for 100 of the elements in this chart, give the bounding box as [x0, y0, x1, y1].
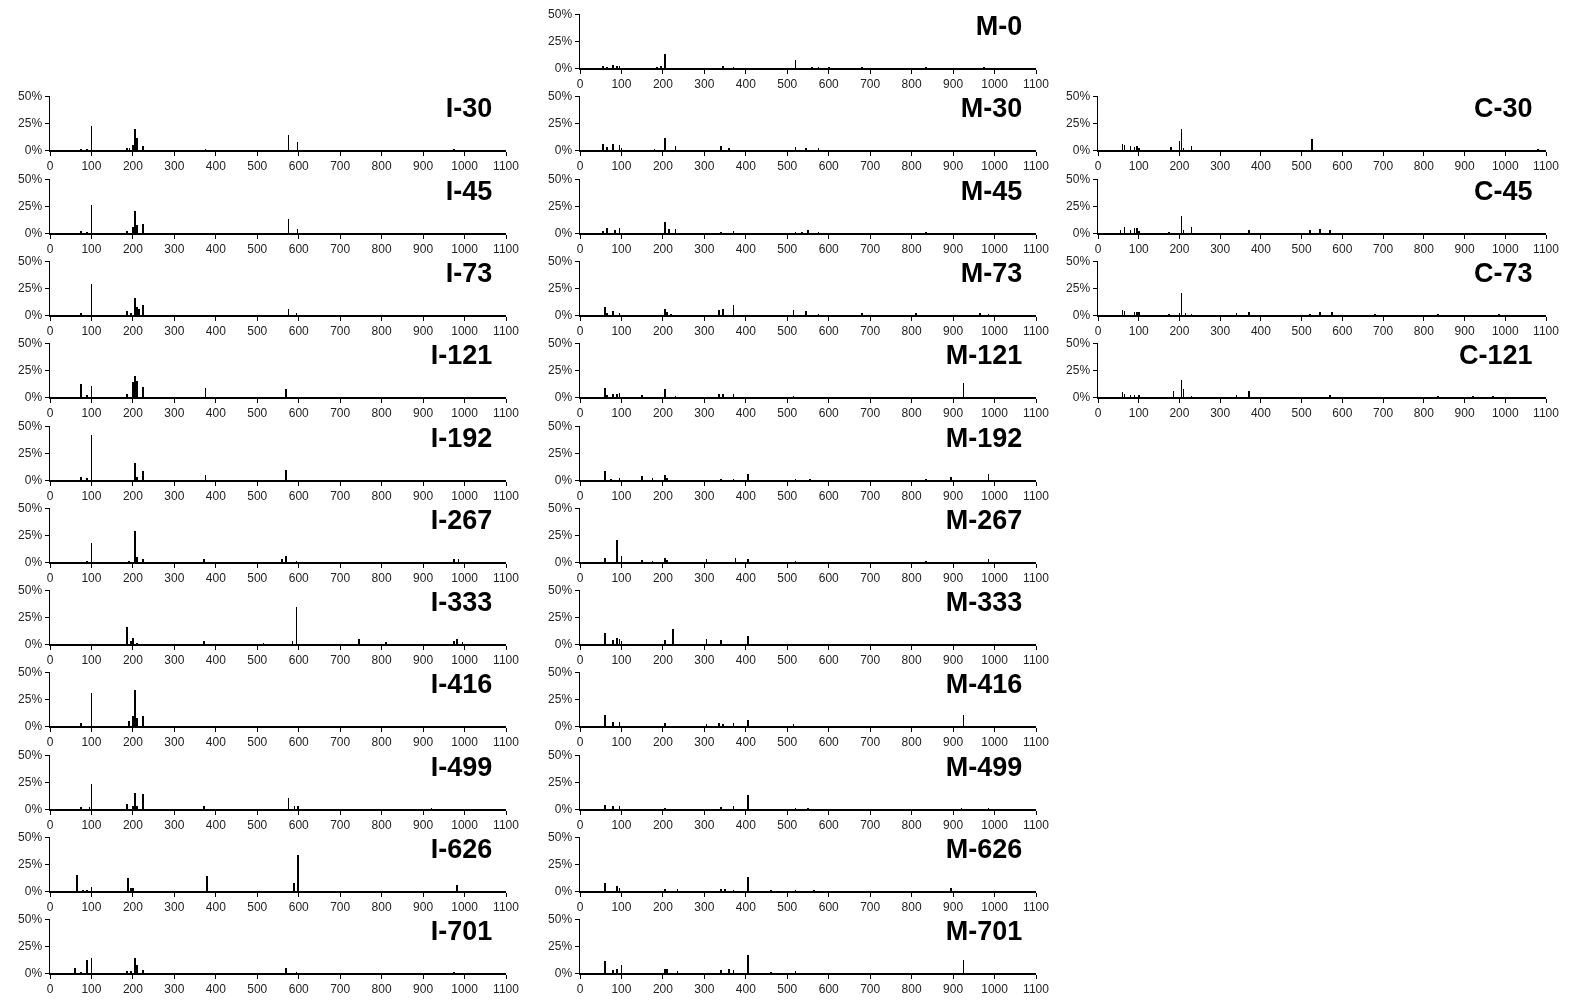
y-tick-label: 0% [24, 390, 43, 405]
chart-title: M-192 [945, 422, 1023, 453]
x-tick-label: 100 [611, 570, 632, 585]
x-tick-label: 400 [735, 735, 757, 750]
x-tick-label: 800 [901, 241, 922, 256]
x-tick-label: 700 [330, 652, 351, 667]
x-tick-label: 700 [1373, 159, 1394, 174]
x-tick-label: 1000 [981, 817, 1009, 832]
y-tick-label: 0% [24, 225, 43, 240]
x-tick-label: 600 [288, 735, 310, 750]
y-tick-label: 0% [24, 555, 43, 569]
x-tick-label: 0 [1094, 323, 1102, 338]
x-tick-label: 100 [611, 899, 632, 914]
x-tick-label: 300 [164, 735, 185, 750]
y-tick-label: 50% [548, 418, 573, 433]
x-tick-label: 700 [860, 323, 881, 338]
x-tick-label: 1100 [1023, 323, 1050, 338]
x-tick-label: 900 [943, 159, 964, 174]
x-tick-label: 600 [1332, 323, 1353, 338]
x-tick-label: 800 [371, 488, 392, 503]
x-tick-label: 200 [122, 570, 144, 585]
x-tick-label: 400 [735, 323, 757, 338]
x-tick-label: 500 [247, 488, 268, 503]
y-tick-label: 25% [1066, 281, 1091, 296]
x-tick-label: 800 [371, 982, 392, 997]
x-tick-label: 700 [330, 982, 351, 997]
x-tick-label: 400 [735, 76, 757, 91]
x-tick-label: 300 [694, 817, 715, 832]
x-tick-label: 800 [1413, 323, 1435, 338]
x-tick-label: 100 [1128, 406, 1150, 421]
x-tick-label: 100 [81, 570, 102, 585]
y-tick-label: 25% [548, 363, 573, 378]
chart-title: M-45 [960, 175, 1023, 206]
x-tick-label: 400 [205, 899, 227, 914]
x-tick-label: 700 [1373, 241, 1394, 256]
chart-title: I-192 [430, 422, 493, 453]
y-tick-label: 25% [18, 116, 43, 131]
x-tick-label: 600 [818, 982, 840, 997]
x-tick-label: 200 [122, 488, 144, 503]
chart-title: I-499 [430, 751, 493, 782]
x-tick-label: 400 [735, 488, 757, 503]
x-tick-label: 300 [1210, 323, 1231, 338]
x-tick-label: 800 [1413, 159, 1435, 174]
x-tick-label: 800 [371, 570, 392, 585]
x-tick-label: 400 [735, 982, 757, 997]
x-tick-label: 900 [413, 323, 434, 338]
x-tick-label: 0 [1094, 241, 1102, 256]
x-tick-label: 200 [652, 159, 674, 174]
x-tick-label: 1000 [981, 406, 1009, 421]
x-tick-label: 400 [735, 817, 757, 832]
x-tick-label: 200 [122, 323, 144, 338]
y-tick-label: 25% [548, 281, 573, 296]
x-tick-label: 300 [694, 488, 715, 503]
x-tick-label: 700 [330, 488, 351, 503]
x-tick-label: 600 [818, 323, 840, 338]
x-tick-label: 100 [611, 488, 632, 503]
y-tick-label: 50% [18, 254, 43, 269]
y-tick-label: 0% [24, 637, 43, 652]
x-tick-label: 1100 [493, 570, 520, 585]
x-tick-label: 500 [247, 159, 268, 174]
y-tick-label: 50% [548, 747, 573, 762]
x-tick-label: 100 [1128, 241, 1150, 256]
x-tick-label: 0 [576, 488, 584, 503]
x-tick-label: 900 [943, 323, 964, 338]
x-tick-label: 0 [46, 652, 54, 667]
x-tick-label: 200 [652, 817, 674, 832]
x-tick-label: 200 [1169, 159, 1190, 174]
x-tick-label: 0 [576, 323, 584, 338]
x-tick-label: 500 [247, 735, 268, 750]
x-tick-label: 1000 [981, 652, 1009, 667]
x-tick-label: 0 [46, 241, 54, 256]
y-tick-label: 25% [18, 281, 43, 296]
x-tick-label: 900 [1454, 241, 1475, 256]
x-tick-label: 300 [164, 159, 185, 174]
x-tick-label: 300 [164, 982, 185, 997]
y-tick-label: 50% [18, 665, 43, 680]
chart-title: C-121 [1459, 340, 1533, 371]
x-tick-label: 100 [611, 652, 632, 667]
x-tick-label: 800 [371, 241, 392, 256]
x-tick-label: 600 [288, 899, 310, 914]
x-tick-label: 600 [818, 652, 840, 667]
x-tick-label: 1000 [451, 899, 479, 914]
x-tick-label: 800 [371, 323, 392, 338]
x-tick-label: 200 [652, 982, 674, 997]
x-tick-label: 400 [735, 241, 757, 256]
x-tick-label: 900 [413, 982, 434, 997]
x-tick-label: 400 [205, 323, 227, 338]
y-tick-label: 25% [548, 528, 573, 542]
x-tick-label: 800 [901, 652, 922, 667]
y-tick-label: 25% [18, 610, 43, 625]
x-tick-label: 700 [860, 982, 881, 997]
y-tick-label: 0% [554, 555, 573, 569]
x-tick-label: 500 [777, 817, 798, 832]
chart-title: C-73 [1474, 257, 1533, 288]
chart-title: M-499 [945, 751, 1023, 782]
x-tick-label: 300 [164, 488, 185, 503]
y-tick-label: 25% [18, 857, 43, 872]
y-tick-label: 0% [24, 472, 43, 487]
x-tick-label: 500 [247, 323, 268, 338]
x-tick-label: 600 [288, 488, 310, 503]
